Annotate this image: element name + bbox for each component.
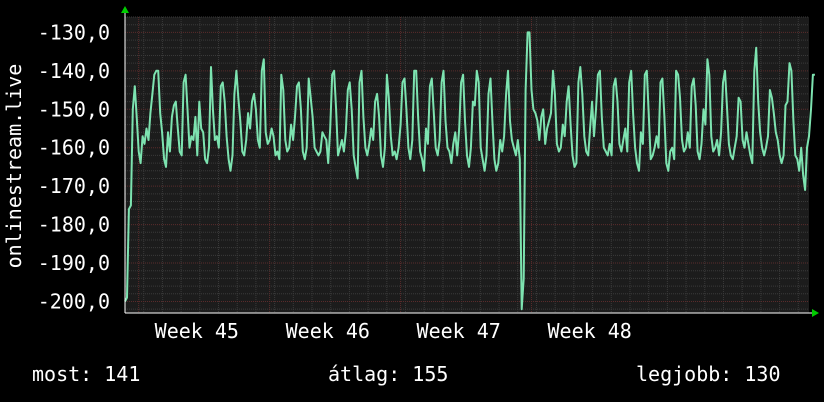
major-grid bbox=[125, 17, 809, 313]
x-tick-label: Week 47 bbox=[417, 319, 501, 343]
x-tick-label: Week 46 bbox=[286, 319, 370, 343]
best-value-stat: legjobb: 130 bbox=[636, 362, 781, 386]
x-tick-label: Week 45 bbox=[155, 319, 239, 343]
series-line bbox=[124, 31, 815, 311]
y-tick-label: -180,0 bbox=[38, 213, 110, 237]
minor-grid bbox=[124, 16, 809, 313]
y-tick-label: -160,0 bbox=[38, 136, 110, 160]
y-tick-label: -130,0 bbox=[38, 20, 110, 44]
y-tick-label: -200,0 bbox=[38, 289, 110, 313]
y-axis-tick-labels: -130,0 -140,0 -150,0 -160,0 -170,0 -180,0 -190… bbox=[38, 20, 110, 313]
x-tick-label: Week 48 bbox=[547, 319, 631, 343]
y-axis-arrow-icon bbox=[121, 6, 129, 13]
y-tick-label: -140,0 bbox=[38, 59, 110, 83]
y-tick-label: -150,0 bbox=[38, 97, 110, 121]
current-value-stat: most: 141 bbox=[32, 362, 141, 386]
y-tick-label: -190,0 bbox=[38, 251, 110, 275]
x-axis-arrow-icon bbox=[812, 309, 819, 317]
average-value-stat: átlag: 155 bbox=[328, 362, 449, 386]
y-axis-label: onlinestream.live bbox=[2, 63, 26, 269]
x-axis-tick-labels: Week 45 Week 46 Week 47 Week 48 bbox=[155, 319, 632, 343]
axes bbox=[121, 6, 819, 317]
y-tick-label: -170,0 bbox=[38, 174, 110, 198]
plot-area bbox=[125, 17, 809, 313]
